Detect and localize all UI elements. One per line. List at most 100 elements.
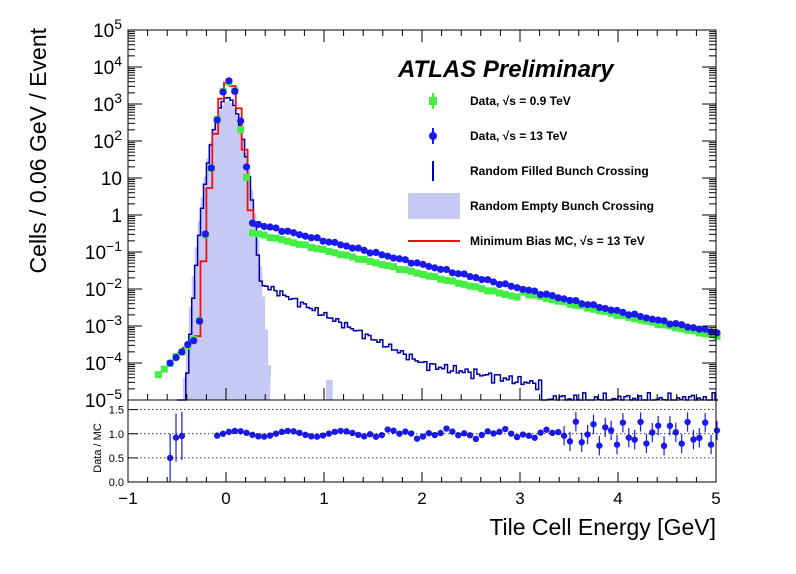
legend-label-mc: Minimum Bias MC, √s = 13 TeV bbox=[470, 234, 645, 248]
data09-point bbox=[695, 329, 703, 337]
data13-point bbox=[278, 227, 286, 236]
data13-point bbox=[301, 232, 309, 240]
ratio-point bbox=[443, 425, 450, 432]
data13-point bbox=[560, 295, 568, 303]
data09-point bbox=[513, 293, 521, 301]
data09-point bbox=[448, 277, 456, 285]
ratio-axis-title: Data / MC bbox=[92, 423, 104, 473]
data13-point bbox=[495, 280, 504, 289]
data13-point bbox=[342, 242, 351, 250]
legend-label-rfilled: Random Filled Bunch Crossing bbox=[470, 164, 649, 178]
data09-point bbox=[395, 265, 403, 273]
data09-point bbox=[672, 324, 680, 332]
ratio-point bbox=[178, 432, 186, 440]
ratio-point bbox=[355, 431, 362, 439]
random-empty-bump bbox=[325, 379, 333, 400]
ratio-point bbox=[549, 429, 556, 437]
data13-point bbox=[695, 325, 703, 333]
data09-point bbox=[260, 231, 268, 239]
chart-title: ATLAS Preliminary bbox=[397, 56, 615, 83]
ratio-point bbox=[419, 433, 427, 440]
data13-point bbox=[672, 319, 680, 328]
data09-point bbox=[525, 291, 533, 299]
data13-point bbox=[248, 219, 257, 227]
ratio-point bbox=[519, 431, 527, 438]
y-axis-title: Cells / 0.06 GeV / Event bbox=[25, 27, 51, 273]
y-tick-exponent: −5 bbox=[106, 386, 122, 402]
data13-point bbox=[607, 306, 615, 314]
ratio-point bbox=[437, 429, 444, 437]
data13-point bbox=[519, 285, 527, 293]
ratio-point bbox=[654, 422, 662, 429]
data09-point bbox=[678, 325, 686, 333]
x-tick-label: 3 bbox=[515, 489, 524, 508]
data09-point bbox=[631, 315, 639, 323]
data09-point bbox=[654, 321, 662, 329]
data13-point bbox=[613, 306, 621, 314]
ratio-point bbox=[660, 442, 668, 450]
data13-point bbox=[272, 224, 280, 232]
data13-point bbox=[566, 296, 574, 305]
ratio-point bbox=[637, 418, 644, 426]
data09-point bbox=[413, 269, 421, 277]
data13-point bbox=[636, 312, 645, 321]
data09-point bbox=[407, 267, 415, 275]
ratio-point bbox=[290, 428, 297, 435]
data09-point bbox=[501, 290, 509, 298]
ratio-point bbox=[408, 430, 415, 437]
legend-marker-rempty bbox=[408, 193, 460, 219]
y-tick-label: 10−4 bbox=[85, 349, 122, 375]
data09-point bbox=[160, 365, 168, 373]
data09-point bbox=[284, 237, 292, 245]
data09-point bbox=[390, 263, 398, 271]
data13-point bbox=[595, 303, 603, 312]
data09-point bbox=[384, 262, 392, 270]
data13-point bbox=[701, 325, 709, 333]
ratio-point bbox=[349, 429, 356, 437]
ratio-plot: −1 0 1 2 3 4 5 1.5 1.0 0.5 0.0 bbox=[109, 399, 721, 508]
ratio-point bbox=[555, 428, 562, 436]
ratio-point bbox=[560, 432, 568, 439]
ratio-point bbox=[531, 434, 538, 441]
data13-point bbox=[313, 234, 321, 242]
data13-point bbox=[554, 294, 562, 302]
y-tick-exponent: −2 bbox=[106, 275, 122, 291]
data13-point bbox=[572, 296, 580, 305]
data09-point bbox=[307, 244, 315, 252]
data09-point bbox=[278, 236, 286, 244]
data13-point bbox=[531, 287, 539, 295]
data09-point bbox=[272, 234, 280, 242]
data09-point bbox=[472, 283, 480, 291]
legend-marker-data09 bbox=[429, 97, 437, 105]
data13-point bbox=[231, 87, 239, 95]
y-tick-exponent: −4 bbox=[106, 349, 122, 365]
data09-point bbox=[443, 276, 450, 284]
ratio-point bbox=[219, 430, 227, 437]
data09-point bbox=[354, 255, 362, 263]
ratio-point bbox=[313, 433, 321, 440]
ratio-point bbox=[502, 425, 509, 433]
ratio-point bbox=[513, 433, 521, 441]
data09-point bbox=[660, 321, 668, 329]
x-tick-label: −1 bbox=[118, 489, 137, 508]
legend-label-rempty: Random Empty Bunch Crossing bbox=[470, 199, 654, 213]
data09-point bbox=[637, 316, 645, 324]
data13-point bbox=[225, 77, 233, 85]
data13-point bbox=[219, 88, 227, 96]
data13-point bbox=[307, 234, 315, 242]
ratio-point bbox=[231, 427, 239, 435]
data09-point bbox=[548, 296, 556, 304]
data13-point bbox=[366, 249, 374, 257]
ratio-point bbox=[272, 430, 280, 437]
data13-point bbox=[642, 314, 651, 322]
ratio-y-tick-label: 1.0 bbox=[109, 429, 124, 441]
ratio-point bbox=[449, 428, 456, 435]
ratio-point bbox=[602, 424, 609, 431]
data09-point bbox=[331, 249, 339, 257]
data13-point bbox=[178, 348, 186, 356]
ratio-point bbox=[308, 433, 315, 440]
data13-point bbox=[389, 254, 398, 262]
ratio-y-tick-label: 0.0 bbox=[109, 477, 124, 489]
ratio-point bbox=[490, 430, 497, 437]
x-tick-label: 5 bbox=[711, 489, 720, 508]
